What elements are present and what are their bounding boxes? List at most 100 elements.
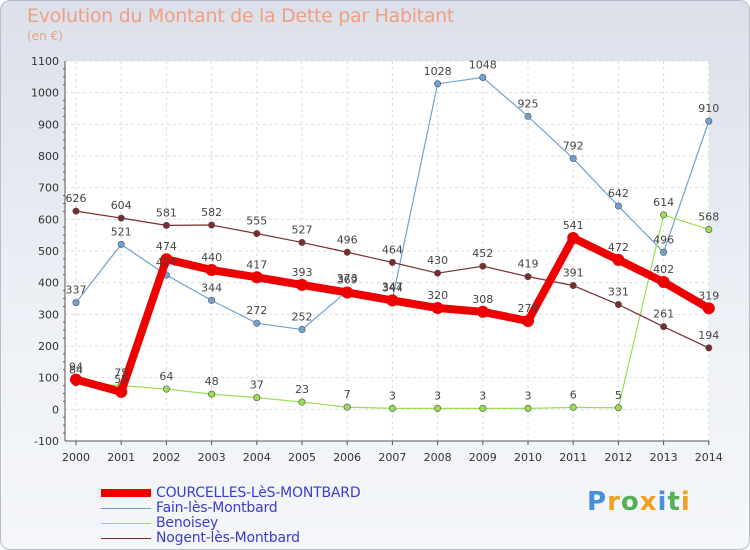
data-label-2: 23	[295, 383, 309, 396]
data-label-1: 910	[698, 102, 719, 115]
data-point-2	[343, 403, 351, 411]
data-point-1	[614, 202, 622, 210]
data-label-1: 347	[382, 280, 403, 293]
data-label-3: 261	[653, 308, 674, 321]
data-label-0: 308	[472, 293, 493, 306]
legend-label-benoisey: Benoisey	[156, 515, 219, 531]
data-point-0	[386, 294, 399, 307]
x-tick-label: 2002	[152, 451, 180, 464]
logo-letter: x	[639, 487, 658, 517]
x-tick-label: 2005	[288, 451, 316, 464]
proxiti-logo: Proxiti	[587, 487, 691, 517]
y-tick-label: 500	[38, 245, 59, 258]
data-label-0: 417	[246, 258, 267, 271]
data-label-2: 614	[653, 196, 674, 209]
logo-letter: r	[607, 487, 621, 517]
data-label-2: 3	[389, 389, 396, 402]
data-point-2	[524, 404, 532, 412]
data-label-3: 464	[382, 243, 403, 256]
data-label-3: 419	[518, 258, 539, 271]
data-point-1	[72, 299, 80, 307]
data-label-1: 272	[246, 304, 267, 317]
data-point-1	[569, 155, 577, 163]
data-label-1: 1028	[424, 65, 452, 78]
data-point-1	[660, 248, 668, 256]
data-label-0: 55	[114, 373, 128, 386]
data-label-0: 319	[698, 289, 719, 302]
data-label-2: 37	[250, 379, 264, 392]
data-point-0	[431, 302, 444, 314]
data-label-3: 527	[292, 223, 313, 236]
data-point-2	[479, 404, 487, 412]
data-point-0	[341, 286, 354, 299]
data-point-0	[476, 305, 489, 318]
data-point-0	[70, 373, 82, 386]
data-label-2: 64	[159, 370, 173, 383]
data-point-2	[298, 398, 306, 406]
x-tick-label: 2013	[650, 451, 678, 464]
data-point-2	[388, 404, 396, 412]
data-point-1	[298, 326, 306, 334]
y-tick-label: 0	[52, 403, 59, 416]
data-label-2: 48	[205, 375, 219, 388]
data-point-3	[614, 301, 622, 309]
data-label-2: 6	[570, 388, 577, 401]
logo-letter: o	[620, 487, 640, 517]
y-tick-label: 200	[38, 340, 59, 353]
data-point-2	[569, 403, 577, 411]
data-point-1	[434, 80, 442, 88]
x-tick-label: 2011	[559, 451, 587, 464]
x-tick-label: 2014	[695, 451, 723, 464]
data-label-3: 391	[563, 267, 584, 280]
x-tick-label: 2006	[333, 451, 361, 464]
data-point-3	[72, 207, 80, 215]
data-point-0	[702, 302, 715, 315]
data-label-2: 7	[344, 388, 351, 401]
data-point-3	[117, 214, 125, 222]
x-tick-label: 2009	[469, 451, 497, 464]
data-label-3: 331	[608, 286, 629, 299]
y-tick-label: 100	[38, 372, 59, 385]
data-point-3	[343, 248, 351, 256]
legend-swatch-nogent	[101, 538, 151, 539]
data-label-0: 279	[518, 302, 539, 315]
data-point-2	[253, 394, 261, 402]
data-label-3: 430	[427, 254, 448, 267]
data-label-2: 75	[114, 367, 128, 380]
data-label-3: 555	[246, 215, 267, 228]
data-point-3	[479, 262, 487, 270]
data-label-3: 582	[201, 206, 222, 219]
legend-label-courcelles: COURCELLES-LèS-MONTBARD	[156, 485, 361, 501]
data-point-1	[253, 319, 261, 327]
data-point-2	[162, 385, 170, 393]
data-point-2	[208, 390, 216, 398]
data-point-3	[524, 273, 532, 281]
logo-letter: t	[667, 487, 681, 517]
legend-label-nogent: Nogent-lès-Montbard	[156, 530, 300, 546]
data-point-1	[705, 117, 713, 125]
x-tick-label: 2012	[604, 451, 632, 464]
data-label-1: 1048	[469, 58, 497, 71]
data-point-0	[160, 253, 173, 266]
y-tick-label: 300	[38, 308, 59, 321]
y-tick-label: 900	[38, 118, 59, 131]
data-point-0	[115, 385, 128, 398]
data-label-1: 925	[518, 97, 539, 110]
data-point-0	[522, 314, 534, 327]
logo-letter: i	[657, 487, 668, 517]
data-label-2: 84	[69, 364, 83, 377]
x-tick-label: 2008	[424, 451, 452, 464]
legend-swatch-courcelles	[101, 489, 151, 497]
data-label-0: 393	[292, 266, 313, 279]
data-label-0: 344	[382, 281, 403, 294]
data-label-3: 496	[337, 233, 358, 246]
x-tick-label: 2010	[514, 451, 542, 464]
data-label-1: 496	[653, 233, 674, 246]
data-label-2: 3	[525, 389, 532, 402]
data-point-1	[479, 73, 487, 81]
legend-swatch-fain	[101, 508, 151, 509]
data-point-2	[614, 404, 622, 412]
data-point-0	[205, 264, 218, 276]
data-label-1: 521	[111, 225, 132, 238]
data-label-1: 642	[608, 187, 629, 200]
